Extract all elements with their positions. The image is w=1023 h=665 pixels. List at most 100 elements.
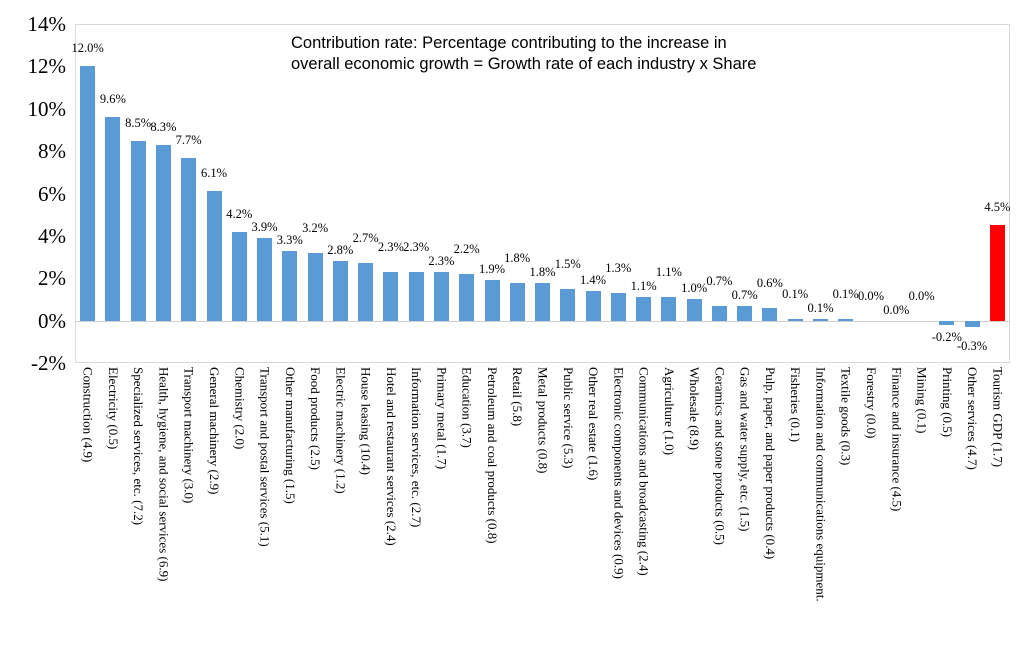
- chart-title: Contribution rate: Percentage contributi…: [291, 33, 831, 75]
- x-axis-category-label: Food products (2.5): [308, 367, 324, 470]
- bar: [610, 293, 626, 321]
- x-axis-category-label: Wholesale (8.9): [687, 367, 703, 451]
- bar-value-label: 2.3%: [377, 239, 404, 254]
- x-axis-category-label: Mining (0.1): [914, 367, 930, 434]
- x-axis-category-label: Information and communications equipment…: [813, 367, 829, 602]
- x-axis-category-label: Primary metal (1.7): [434, 367, 450, 470]
- bar-value-label: 1.3%: [605, 261, 632, 276]
- x-axis-category-label: Transport machinery (3.0): [181, 367, 197, 504]
- bar: [181, 157, 197, 321]
- y-axis-tick-label: 4%: [38, 223, 66, 248]
- x-axis-category-label: Forestry (0.0): [864, 367, 879, 439]
- x-axis-category-label: Retail (5.8): [510, 367, 526, 427]
- bar: [257, 238, 272, 321]
- bar: [105, 117, 121, 321]
- x-axis-category-label: Other manufacturing (1.5): [282, 367, 298, 504]
- bar: [358, 263, 374, 321]
- bar-value-label: -0.3%: [956, 339, 988, 353]
- x-axis-category-label: Fisheries (0.1): [788, 367, 804, 443]
- bar: [838, 318, 854, 321]
- bar-value-label: 4.2%: [226, 206, 253, 221]
- x-axis-category-label: Information services, etc. (2.7): [409, 367, 425, 528]
- bar: [787, 318, 803, 321]
- x-axis-category-label: Gas and water supply, etc. (1.5): [737, 367, 753, 532]
- bar-value-label: 0.1%: [782, 286, 809, 301]
- x-axis-category-label: Ceramics and stone products (0.5): [712, 367, 728, 545]
- bar-value-label: 2.7%: [352, 231, 379, 246]
- y-axis-tick-label: 14%: [27, 12, 67, 36]
- bar: [231, 231, 247, 321]
- bar-value-label: 3.2%: [302, 220, 329, 235]
- y-axis-tick-label: 10%: [27, 96, 67, 121]
- bar: [535, 282, 550, 321]
- bar: [711, 305, 727, 321]
- x-axis-category-label: Transport and postal services (5.1): [257, 367, 273, 547]
- bar-value-label: 8.3%: [150, 119, 177, 134]
- x-axis-category-label: Other real estate (1.6): [586, 367, 601, 481]
- x-axis-category-label: Education (3.7): [459, 367, 475, 448]
- bar-value-label: 0.1%: [807, 300, 834, 315]
- bar-value-label: 0.6%: [756, 275, 783, 290]
- y-axis-tick-label: -2%: [31, 351, 66, 375]
- bar-value-label: 7.7%: [175, 132, 202, 147]
- x-axis-category-label: General machinery (2.9): [207, 367, 222, 495]
- zero-axis-line: [75, 320, 1010, 322]
- x-axis-category-label: Metal products (0.8): [535, 367, 551, 474]
- y-axis-tick-label: 0%: [38, 308, 66, 333]
- chart-title-line-1: Contribution rate: Percentage contributi…: [291, 34, 727, 52]
- x-axis-category-label: Finance and insurance (4.5): [889, 367, 905, 512]
- bar-value-label: 1.4%: [579, 273, 607, 287]
- bar-value-label: 3.9%: [251, 220, 278, 234]
- bar-value-label: 6.1%: [200, 166, 228, 181]
- x-axis-category-label: Textile goods (0.3): [838, 367, 854, 466]
- bar: [813, 318, 828, 321]
- x-axis-category-label: Other services (4.7): [965, 367, 981, 470]
- bar: [130, 140, 146, 321]
- x-axis-category-label: Electronic components and devices (0.9): [611, 367, 627, 579]
- bar-value-label: -0.2%: [931, 329, 962, 344]
- bar-value-label: 0.7%: [706, 273, 733, 288]
- bar-value-label: 1.1%: [655, 265, 682, 280]
- bar: [964, 320, 980, 327]
- bar: [939, 320, 955, 325]
- x-axis-category-label: Public service (5.3): [560, 367, 576, 469]
- bar-value-label: 1.8%: [504, 250, 531, 265]
- bar: [383, 271, 399, 321]
- bar: [484, 280, 500, 321]
- y-axis-tick-label: 12%: [27, 54, 67, 79]
- bar-value-label: 1.9%: [478, 262, 506, 277]
- bar-value-label: 0.0%: [883, 302, 910, 317]
- bar-value-label: 1.0%: [681, 281, 708, 296]
- bar: [408, 271, 424, 321]
- bar: [661, 297, 677, 321]
- bar-value-label: 2.8%: [327, 243, 354, 258]
- x-axis-category-label: Electricity (0.5): [105, 367, 121, 450]
- x-axis-category-label: Hotel and restaurant services (2.4): [383, 367, 399, 546]
- bar-value-label: 4.5%: [984, 200, 1011, 215]
- bar-value-label: 12.0%: [71, 41, 104, 56]
- bar-value-label: 1.8%: [529, 264, 556, 279]
- bar-value-label: 3.3%: [276, 232, 303, 247]
- bar: [206, 191, 222, 321]
- x-axis-category-label: Construction (4.9): [80, 367, 96, 463]
- bar-value-label: 9.6%: [99, 92, 126, 107]
- bar: [155, 144, 171, 321]
- bar: [509, 282, 525, 321]
- bar: [307, 252, 323, 321]
- bar: [737, 305, 753, 321]
- bar: [459, 274, 475, 321]
- y-axis-tick-label: 8%: [38, 139, 66, 164]
- bar: [560, 288, 576, 321]
- bar-value-label: 8.5%: [125, 115, 152, 130]
- bar-value-label: 0.0%: [857, 288, 885, 303]
- x-axis-category-label: Printing (0.5): [939, 367, 955, 438]
- bar: [80, 66, 96, 321]
- chart-title-line-2: overall economic growth = Growth rate of…: [291, 55, 757, 73]
- bar: [282, 250, 298, 321]
- y-axis-tick-label: 2%: [38, 266, 66, 291]
- x-axis-category-label: House leasing (10.4): [358, 367, 374, 475]
- bar-value-label: 0.1%: [832, 286, 859, 301]
- bar: [332, 261, 348, 321]
- bar-value-label: 1.5%: [554, 256, 581, 271]
